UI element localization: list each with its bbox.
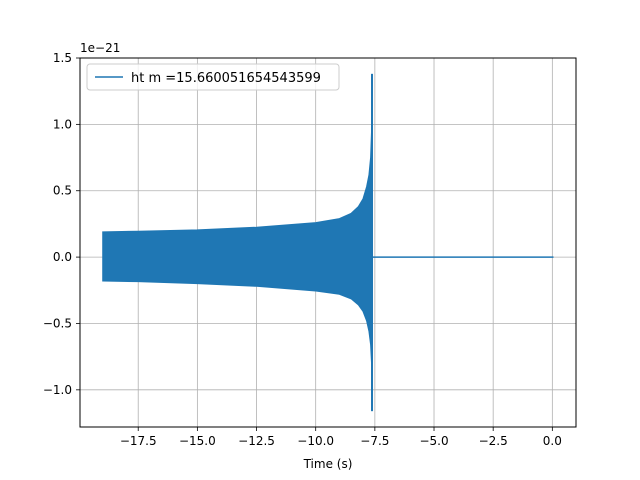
y-offset-label: 1e−21 [80, 41, 120, 55]
y-tick-label: 1.5 [53, 51, 72, 65]
x-tick-label: −5.0 [419, 434, 448, 448]
legend-entry-label: ht m =15.660051654543599 [131, 71, 321, 86]
y-tick-label: 0.5 [53, 184, 72, 198]
x-tick-label: −2.5 [479, 434, 508, 448]
y-tick-label: 0.0 [53, 250, 72, 264]
x-tick-label: −17.5 [120, 434, 157, 448]
legend: ht m =15.660051654543599 [86, 63, 340, 91]
x-tick-label: −12.5 [238, 434, 275, 448]
x-tick-label: −7.5 [360, 434, 389, 448]
x-tick-label: 0.0 [543, 434, 562, 448]
y-tick-label: −1.0 [43, 383, 72, 397]
series-waveform-band [102, 73, 373, 412]
x-tick-label: −15.0 [179, 434, 216, 448]
tick-layer: −17.5 −15.0 −12.5 −10.0 −7.5 −5.0 −2.5 0.0 −1.0 −… [43, 51, 562, 448]
x-axis-label: Time (s) [303, 457, 353, 471]
series-layer [102, 73, 554, 412]
legend-box [86, 63, 340, 91]
x-tick-label: −10.0 [297, 434, 334, 448]
y-tick-label: 1.0 [53, 117, 72, 131]
y-tick-label: −0.5 [43, 316, 72, 330]
plot-frame [79, 57, 577, 428]
